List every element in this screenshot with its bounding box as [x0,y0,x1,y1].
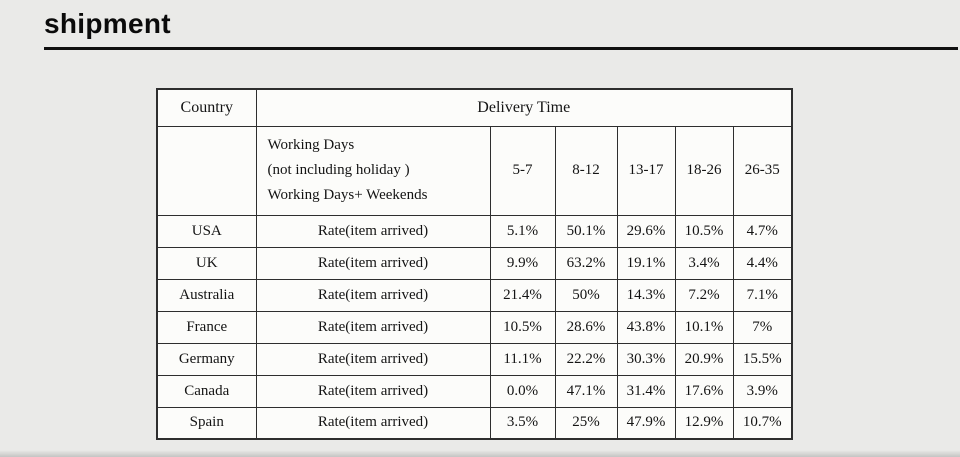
rate-label-cell: Rate(item arrived) [255,374,491,408]
country-cell: France [156,310,257,344]
rate-cell: 3.9% [732,374,793,408]
day-range-cell: 13-17 [616,125,676,216]
rate-cell: 30.3% [616,342,676,376]
rate-cell: 43.8% [616,310,676,344]
rate-cell: 10.5% [489,310,556,344]
rate-cell: 4.7% [732,214,793,248]
country-cell: USA [156,214,257,248]
rate-cell: 15.5% [732,342,793,376]
country-cell: Spain [156,406,257,440]
table-subheader-row: Working Days (not including holiday ) Wo… [156,125,793,216]
rate-cell: 50.1% [554,214,618,248]
page-title: shipment [44,8,171,39]
rate-cell: 7.2% [674,278,734,312]
rate-label-cell: Rate(item arrived) [255,310,491,344]
rate-cell: 3.4% [674,246,734,280]
table-row: Germany Rate(item arrived) 11.1% 22.2% 3… [156,342,793,376]
table-header-row: Country Delivery Time [156,88,793,127]
rate-cell: 10.7% [732,406,793,440]
rate-cell: 25% [554,406,618,440]
table-row: France Rate(item arrived) 10.5% 28.6% 43… [156,310,793,344]
rate-label-cell: Rate(item arrived) [255,214,491,248]
country-cell: Canada [156,374,257,408]
rate-cell: 3.5% [489,406,556,440]
delivery-time-table: Country Delivery Time Working Days (not … [156,88,793,440]
rate-cell: 29.6% [616,214,676,248]
country-header-cell: Country [156,88,257,127]
day-range-cell: 5-7 [489,125,556,216]
working-days-note-cell: Working Days (not including holiday ) Wo… [255,125,491,216]
rate-cell: 47.1% [554,374,618,408]
rate-cell: 5.1% [489,214,556,248]
rate-label-cell: Rate(item arrived) [255,278,491,312]
rate-cell: 7.1% [732,278,793,312]
rate-cell: 4.4% [732,246,793,280]
rate-cell: 9.9% [489,246,556,280]
rate-cell: 21.4% [489,278,556,312]
country-cell: Australia [156,278,257,312]
table-row: Spain Rate(item arrived) 3.5% 25% 47.9% … [156,406,793,440]
rate-cell: 12.9% [674,406,734,440]
rate-cell: 20.9% [674,342,734,376]
table-row: Australia Rate(item arrived) 21.4% 50% 1… [156,278,793,312]
rate-cell: 11.1% [489,342,556,376]
table-row: Canada Rate(item arrived) 0.0% 47.1% 31.… [156,374,793,408]
page-header: shipment [44,8,958,50]
rate-label-cell: Rate(item arrived) [255,246,491,280]
country-cell: UK [156,246,257,280]
rate-cell: 47.9% [616,406,676,440]
empty-corner-cell [156,125,257,216]
table-row: USA Rate(item arrived) 5.1% 50.1% 29.6% … [156,214,793,248]
country-cell: Germany [156,342,257,376]
rate-label-cell: Rate(item arrived) [255,406,491,440]
rate-cell: 0.0% [489,374,556,408]
table-row: UK Rate(item arrived) 9.9% 63.2% 19.1% 3… [156,246,793,280]
rate-label-cell: Rate(item arrived) [255,342,491,376]
rate-cell: 28.6% [554,310,618,344]
rate-cell: 14.3% [616,278,676,312]
day-range-cell: 18-26 [674,125,734,216]
rate-cell: 17.6% [674,374,734,408]
rate-cell: 50% [554,278,618,312]
rate-cell: 19.1% [616,246,676,280]
rate-cell: 10.5% [674,214,734,248]
day-range-cell: 8-12 [554,125,618,216]
rate-cell: 7% [732,310,793,344]
rate-cell: 10.1% [674,310,734,344]
rate-cell: 63.2% [554,246,618,280]
rate-cell: 22.2% [554,342,618,376]
title-underline [44,46,958,50]
delivery-time-header-cell: Delivery Time [255,88,793,127]
page-bottom-shadow [0,450,960,457]
rate-cell: 31.4% [616,374,676,408]
day-range-cell: 26-35 [732,125,793,216]
